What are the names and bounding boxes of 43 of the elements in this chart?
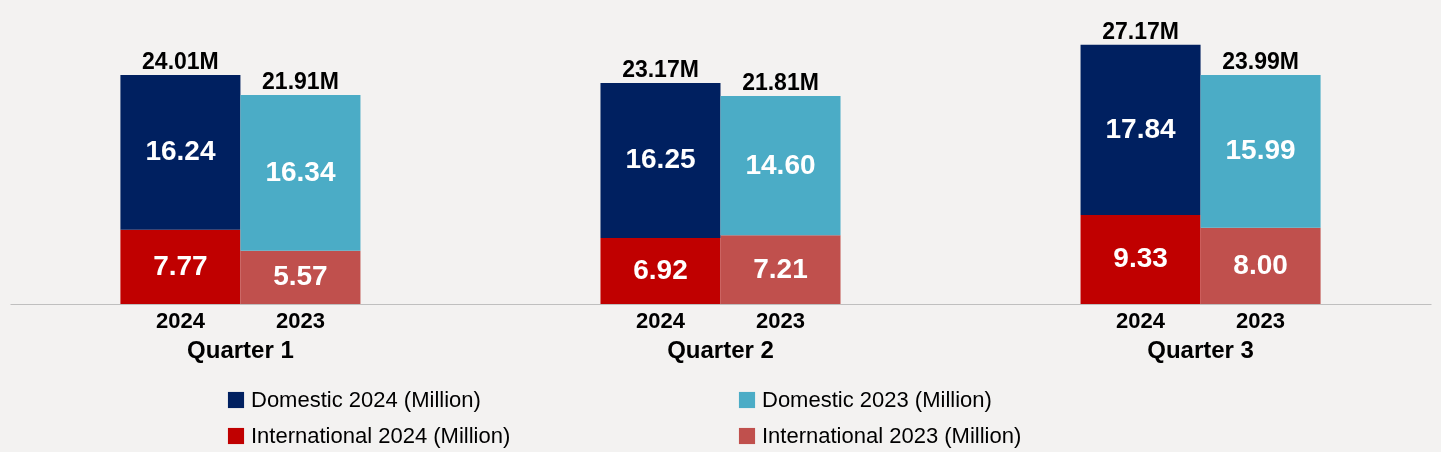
bar bbox=[1080, 214, 1201, 304]
data-label: 6.92 bbox=[633, 253, 688, 285]
legend-label: International 2023 (Million) bbox=[762, 423, 1022, 448]
text: Quarter 1 bbox=[187, 336, 294, 363]
total-label: 24.01M bbox=[142, 47, 219, 74]
data-label: 8.00 bbox=[1233, 248, 1288, 280]
x-tick-label: 2024 bbox=[155, 307, 206, 333]
data-label: 17.84 bbox=[1105, 112, 1177, 144]
data-label: 9.33 bbox=[1113, 242, 1168, 274]
x-tick-label: 2023 bbox=[756, 307, 805, 333]
bar bbox=[1200, 75, 1321, 228]
data-label: 16.34 bbox=[265, 155, 336, 187]
x-tick-label: 2023 bbox=[275, 307, 325, 333]
data-label: 7.21 bbox=[753, 252, 808, 284]
data-label: 16.24 bbox=[145, 135, 216, 167]
bar bbox=[1200, 227, 1321, 304]
data-label: 16.25 bbox=[625, 143, 696, 175]
bar bbox=[720, 95, 841, 236]
data-label: 7.77 bbox=[153, 249, 208, 281]
total-label: 27.17M bbox=[1102, 17, 1179, 44]
legend-label: Domestic 2024 (Million) bbox=[251, 387, 481, 412]
bar bbox=[720, 235, 841, 304]
total-label: 21.91M bbox=[262, 67, 339, 94]
bar bbox=[600, 237, 721, 304]
x-tick-label: 2024 bbox=[636, 307, 686, 333]
x-tick-label: 2023 bbox=[1236, 307, 1286, 333]
data-label: 5.57 bbox=[273, 260, 328, 292]
bar bbox=[600, 82, 721, 238]
legend-label: International 2024 (Million) bbox=[251, 423, 511, 448]
bar bbox=[120, 229, 241, 304]
bar bbox=[120, 74, 241, 230]
bar bbox=[240, 250, 361, 304]
data-label: 14.60 bbox=[745, 148, 816, 180]
total-label: 23.17M bbox=[622, 55, 699, 82]
data-label: 15.99 bbox=[1225, 134, 1296, 166]
bar bbox=[240, 94, 361, 251]
text: Quarter 2 bbox=[667, 336, 774, 363]
bar bbox=[1080, 44, 1201, 215]
total-label: 23.99M bbox=[1222, 48, 1299, 75]
total-label: 21.81M bbox=[742, 68, 819, 95]
legend-label: Domestic 2023 (Million) bbox=[762, 387, 992, 412]
x-tick-label: 2024 bbox=[1116, 307, 1166, 333]
text: Quarter 3 bbox=[1147, 336, 1254, 363]
